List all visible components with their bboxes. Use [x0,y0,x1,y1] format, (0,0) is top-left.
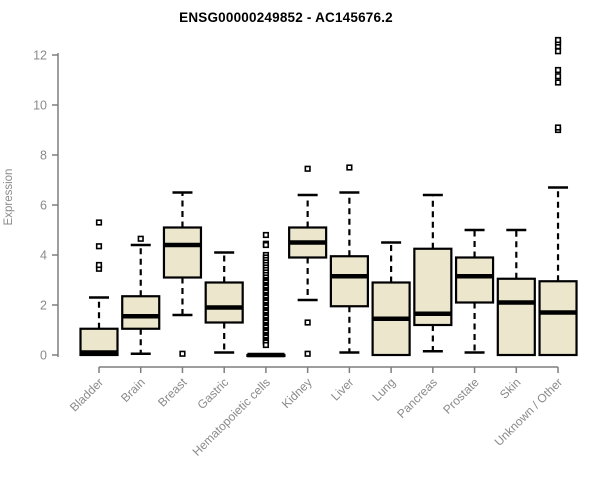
x-tick-label: Brain [118,375,148,405]
y-tick-label: 12 [33,49,47,63]
boxplot-unknown-other-box [538,280,578,357]
x-tick-label: Prostate [440,375,482,417]
boxplot-liver-outlier-point [346,164,353,171]
x-tick-label: Bladder [67,375,106,414]
boxplot-hematopoietic-cells-outlier-point [262,341,270,349]
x-tick-label: Lung [369,375,398,404]
boxplot-unknown-other-outlier-point [554,36,562,44]
x-tick-label: Breast [155,375,190,410]
boxplot-hematopoietic-cells-outlier-point [262,241,270,249]
chart-title: ENSG00000249852 - AC145676.2 [179,10,393,25]
boxplot-bladder-outlier-point [95,219,103,226]
boxplot-kidney-outlier-point [304,319,311,326]
boxplot-unknown-other-outlier-point [554,124,562,131]
y-tick-label: 10 [33,99,47,113]
boxplot-kidney-outlier-point [304,350,311,357]
boxplot-bladder-outlier-point [95,261,103,269]
x-tick-label: Gastric [195,375,232,412]
x-tick-label: Liver [328,375,356,403]
y-tick-label: 6 [40,199,47,213]
x-tick-label: Pancreas [394,375,440,421]
boxplot-breast-outlier-point [179,350,186,357]
x-tick-label: Hematopoietic cells [190,375,273,458]
boxplot-brain-box [121,295,161,330]
boxplot-prostate-box [454,256,495,304]
y-tick-label: 4 [40,249,47,263]
y-tick-label: 8 [40,149,47,163]
boxplot-unknown-other-outlier-point [554,66,562,74]
boxplot-unknown-other-outlier-point [554,73,562,80]
boxplot-hematopoietic-cells-outlier-point [262,231,270,239]
boxplot-skin-box [496,277,536,357]
boxplot-gastric-box [204,281,244,324]
y-tick-label: 0 [40,349,47,363]
boxplot-kidney-outlier-point [304,165,311,172]
boxplot-unknown-other-outlier-point [554,48,562,55]
y-tick-label: 2 [40,299,47,313]
boxplot-unknown-other-outlier-point [554,79,562,86]
boxplot-bladder-outlier-point [95,243,103,250]
x-tick-label: Kidney [279,375,315,411]
boxplot-breast-box [162,226,203,279]
boxplot-liver-box [329,255,369,308]
x-tick-label: Skin [497,375,523,401]
boxplot-brain-outlier-point [137,235,144,242]
